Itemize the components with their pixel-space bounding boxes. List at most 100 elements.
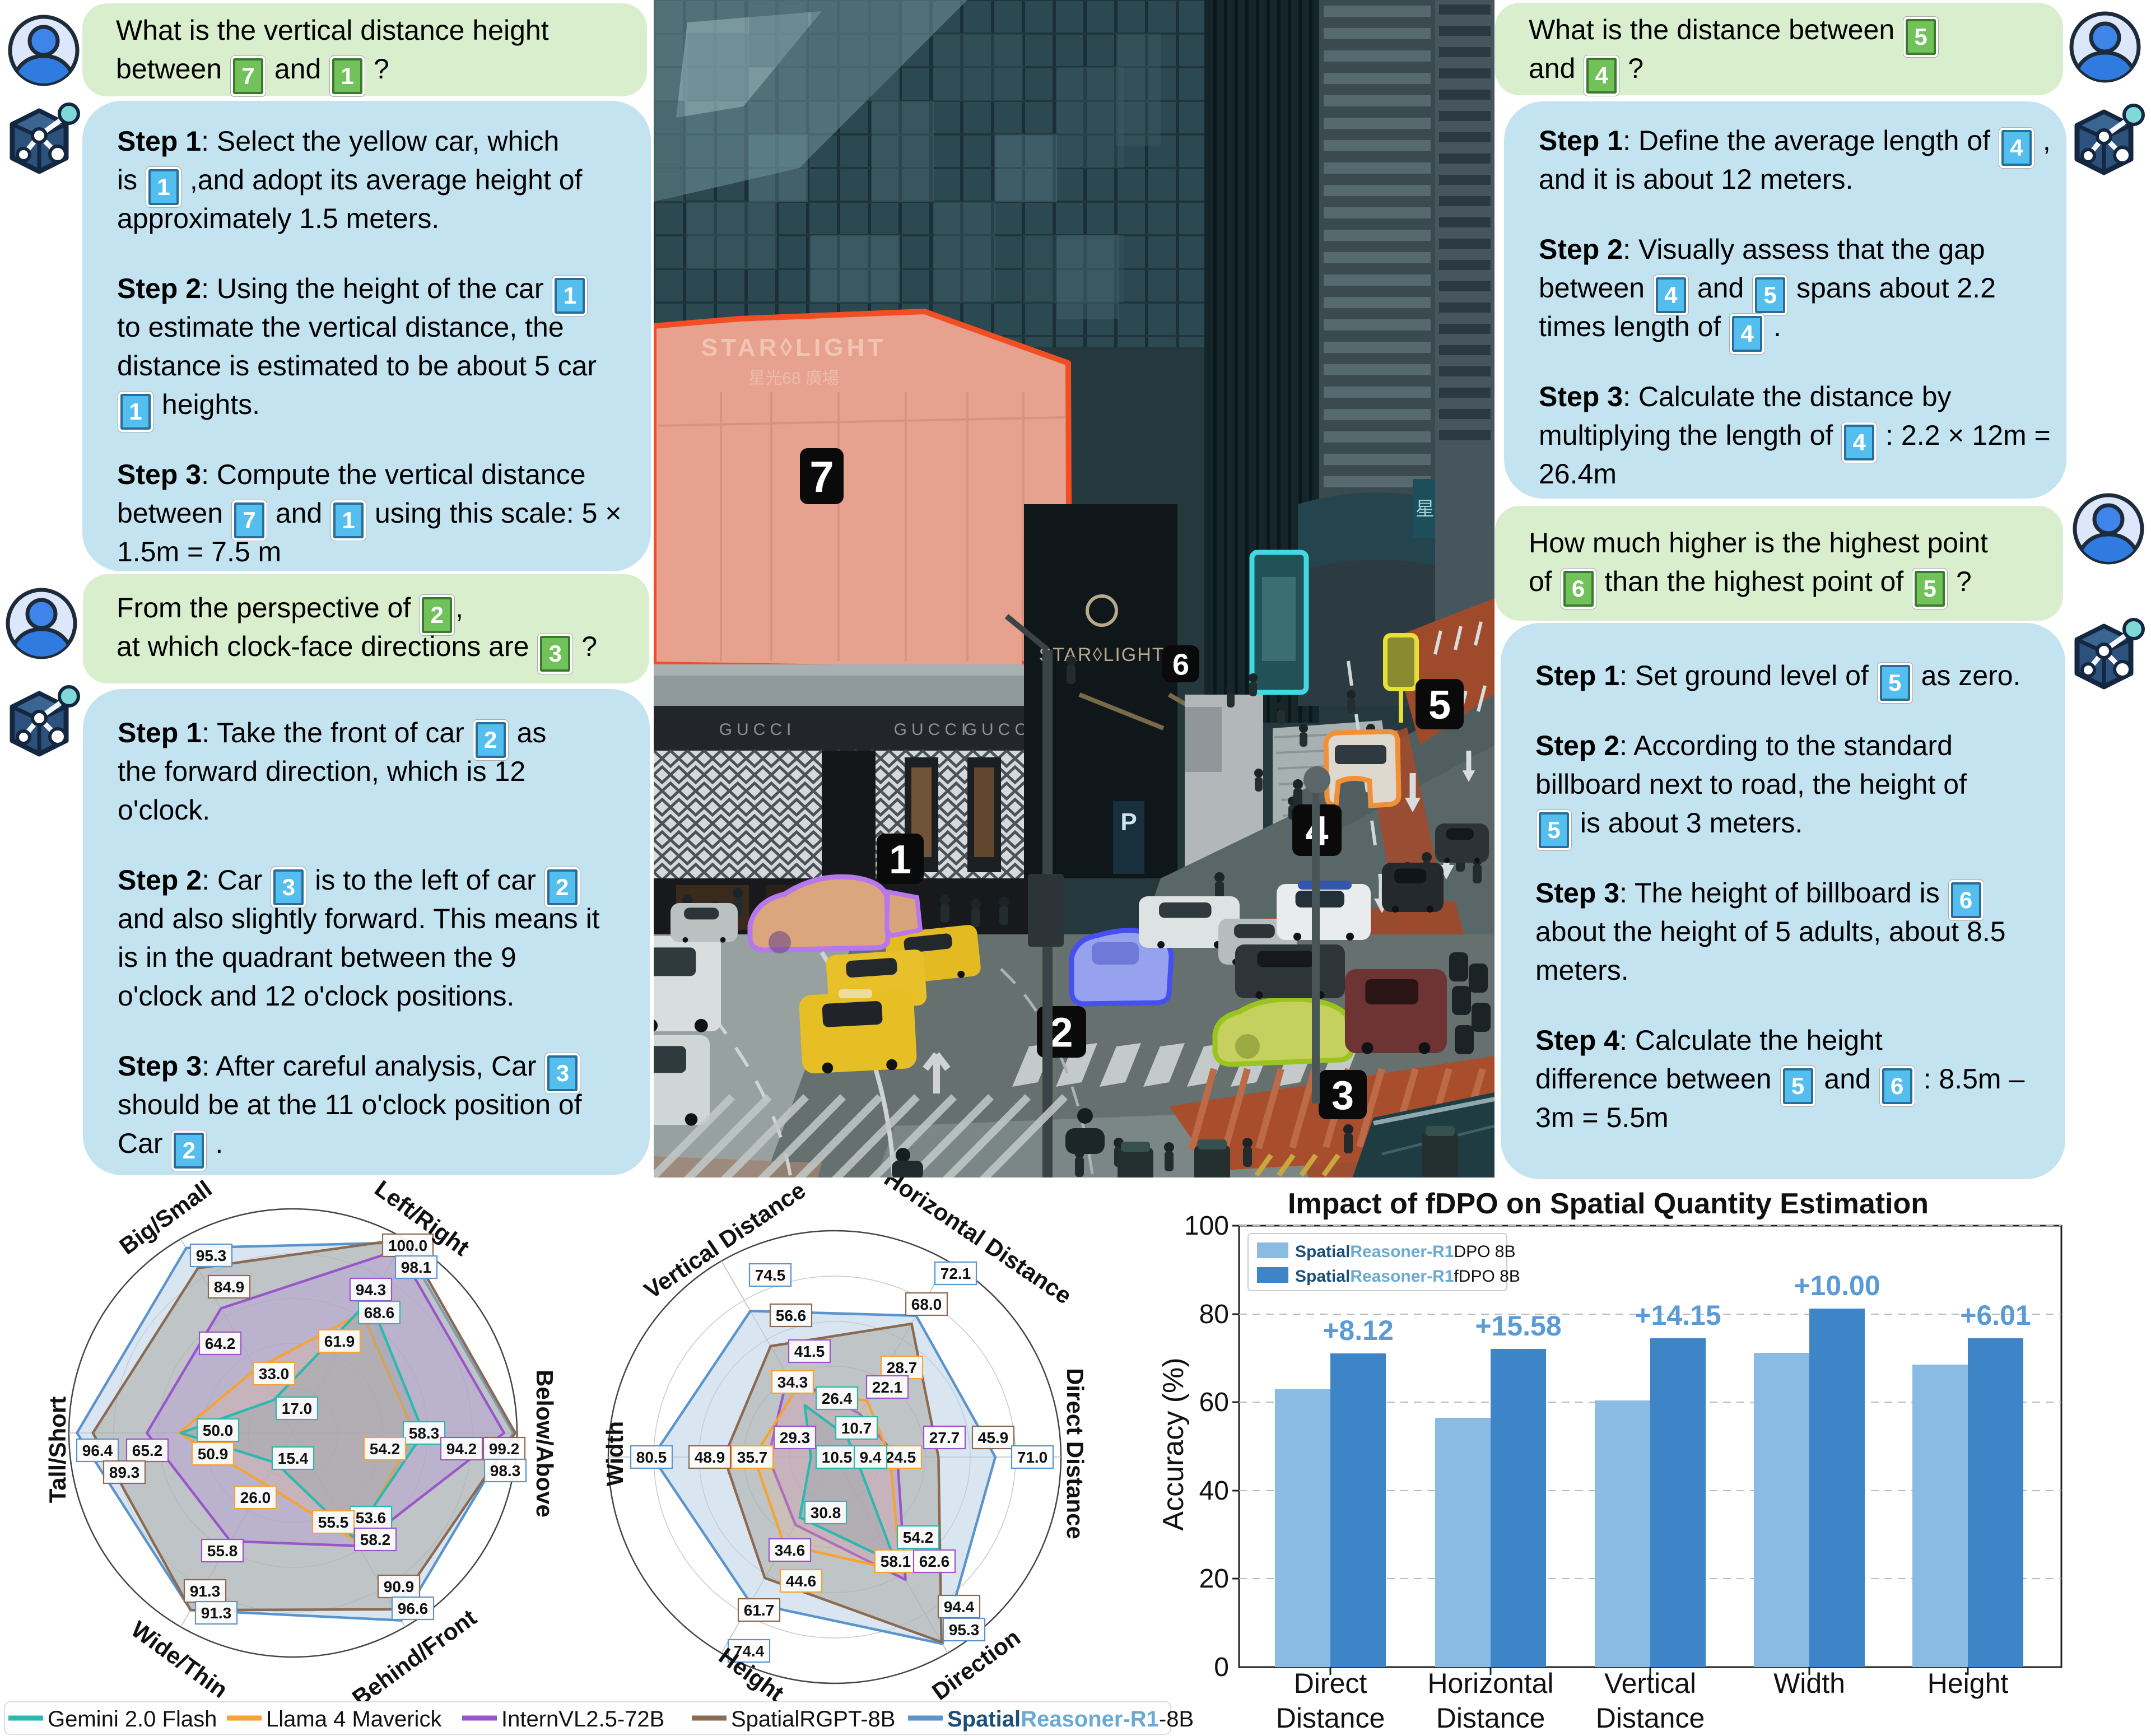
svg-text:Accuracy (%): Accuracy (%): [1157, 1357, 1190, 1530]
svg-text:Gemini 2.0 Flash: Gemini 2.0 Flash: [48, 1707, 217, 1732]
svg-text:56.6: 56.6: [776, 1307, 807, 1324]
svg-text:98.1: 98.1: [401, 1259, 432, 1276]
svg-text:50.0: 50.0: [203, 1422, 234, 1439]
svg-text:Tall/Short: Tall/Short: [44, 1397, 71, 1504]
svg-text:Direct: Direct: [1294, 1668, 1367, 1699]
svg-text:99.2: 99.2: [489, 1440, 520, 1458]
svg-text:17.0: 17.0: [282, 1400, 313, 1417]
svg-text:48.9: 48.9: [695, 1449, 725, 1466]
svg-text:20: 20: [1199, 1564, 1229, 1594]
svg-text:72.1: 72.1: [941, 1265, 971, 1282]
svg-text:+10.00: +10.00: [1794, 1270, 1880, 1301]
svg-text:74.4: 74.4: [734, 1642, 765, 1660]
svg-text:84.9: 84.9: [214, 1278, 245, 1296]
svg-text:STAR◊LIGHT: STAR◊LIGHT: [1039, 644, 1165, 665]
svg-text:61.7: 61.7: [744, 1602, 775, 1619]
svg-text:64.2: 64.2: [205, 1335, 236, 1352]
svg-text:P: P: [1120, 808, 1137, 836]
svg-text:2: 2: [1050, 1009, 1073, 1056]
svg-text:Wide/Thin: Wide/Thin: [127, 1616, 233, 1703]
svg-text:SpatialReasoner-R1fDPO 8B: SpatialReasoner-R1fDPO 8B: [1295, 1267, 1520, 1286]
svg-text:53.6: 53.6: [356, 1509, 387, 1526]
svg-text:100: 100: [1184, 1211, 1229, 1241]
svg-text:95.3: 95.3: [949, 1621, 980, 1639]
svg-text:Behind/Front: Behind/Front: [347, 1604, 481, 1711]
svg-text:GUCCI: GUCCI: [719, 720, 796, 739]
svg-text:95.3: 95.3: [196, 1247, 227, 1264]
svg-text:SpatialReasoner-R1-8B: SpatialReasoner-R1-8B: [947, 1707, 1194, 1732]
svg-text:54.2: 54.2: [903, 1529, 934, 1546]
svg-text:+14.15: +14.15: [1635, 1300, 1721, 1331]
svg-text:Llama 4 Maverick: Llama 4 Maverick: [266, 1707, 442, 1732]
svg-text:80: 80: [1199, 1300, 1229, 1329]
svg-text:24.5: 24.5: [886, 1449, 916, 1466]
svg-text:44.6: 44.6: [786, 1572, 817, 1590]
svg-text:Below/Above: Below/Above: [532, 1370, 558, 1518]
svg-text:+15.58: +15.58: [1475, 1310, 1561, 1342]
svg-text:98.3: 98.3: [490, 1462, 521, 1479]
svg-text:58.3: 58.3: [409, 1425, 440, 1442]
svg-text:58.1: 58.1: [881, 1553, 911, 1570]
svg-text:61.9: 61.9: [324, 1333, 355, 1350]
svg-text:Vertical: Vertical: [1604, 1668, 1696, 1699]
svg-text:7: 7: [809, 452, 834, 501]
svg-text:45.9: 45.9: [978, 1429, 1009, 1446]
svg-text:94.3: 94.3: [356, 1281, 387, 1298]
svg-text:10.7: 10.7: [841, 1419, 872, 1437]
svg-text:68.6: 68.6: [364, 1304, 395, 1321]
svg-text:GUCCI: GUCCI: [964, 720, 1041, 739]
svg-text:Direct Distance: Direct Distance: [1062, 1368, 1088, 1539]
svg-text:+6.01: +6.01: [1960, 1300, 2031, 1331]
svg-text:58.2: 58.2: [360, 1531, 391, 1548]
svg-text:96.4: 96.4: [82, 1442, 113, 1459]
svg-text:74.5: 74.5: [755, 1267, 786, 1284]
svg-text:30.8: 30.8: [811, 1504, 841, 1521]
svg-text:40: 40: [1199, 1476, 1229, 1506]
svg-text:Distance: Distance: [1436, 1702, 1545, 1734]
svg-text:Height: Height: [1927, 1668, 2009, 1699]
svg-text:55.8: 55.8: [207, 1542, 238, 1560]
svg-text:55.5: 55.5: [318, 1514, 349, 1531]
svg-text:Horizontal: Horizontal: [1427, 1668, 1553, 1699]
svg-text:34.6: 34.6: [775, 1542, 806, 1559]
svg-text:41.5: 41.5: [794, 1343, 825, 1360]
svg-text:GUCCI: GUCCI: [894, 720, 971, 739]
svg-text:Distance: Distance: [1596, 1702, 1705, 1734]
svg-text:68.0: 68.0: [911, 1296, 942, 1313]
svg-text:29.3: 29.3: [780, 1429, 811, 1446]
svg-text:22.1: 22.1: [872, 1379, 903, 1396]
svg-text:Width: Width: [602, 1421, 628, 1486]
svg-text:60: 60: [1199, 1388, 1229, 1417]
svg-text:91.3: 91.3: [201, 1604, 232, 1622]
svg-text:34.3: 34.3: [777, 1374, 808, 1391]
svg-text:80.5: 80.5: [636, 1449, 667, 1466]
svg-text:星光68 廣場: 星光68 廣場: [748, 369, 839, 388]
svg-text:26.4: 26.4: [822, 1390, 853, 1407]
svg-text:0: 0: [1214, 1653, 1229, 1682]
svg-text:STAR◊LIGHT: STAR◊LIGHT: [701, 334, 886, 361]
svg-text:33.0: 33.0: [259, 1365, 290, 1383]
svg-text:Distance: Distance: [1276, 1702, 1385, 1734]
svg-text:Width: Width: [1773, 1668, 1845, 1699]
svg-text:15.4: 15.4: [278, 1450, 309, 1467]
svg-text:9.4: 9.4: [860, 1449, 882, 1466]
svg-text:89.3: 89.3: [109, 1464, 140, 1481]
svg-text:50.9: 50.9: [198, 1445, 229, 1463]
svg-text:Impact of fDPO on Spatial Quan: Impact of fDPO on Spatial Quantity Estim…: [1288, 1188, 1929, 1220]
svg-text:10.5: 10.5: [822, 1449, 853, 1466]
svg-text:62.6: 62.6: [919, 1553, 950, 1570]
svg-text:65.2: 65.2: [132, 1442, 163, 1459]
svg-text:27.7: 27.7: [929, 1429, 960, 1446]
svg-text:26.0: 26.0: [240, 1489, 271, 1506]
svg-text:94.2: 94.2: [446, 1440, 477, 1458]
svg-text:5: 5: [1428, 683, 1451, 728]
svg-text:28.7: 28.7: [887, 1359, 918, 1376]
svg-text:94.4: 94.4: [944, 1598, 975, 1616]
svg-text:InternVL2.5-72B: InternVL2.5-72B: [501, 1707, 664, 1732]
svg-text:71.0: 71.0: [1017, 1449, 1048, 1466]
svg-text:3: 3: [1331, 1073, 1354, 1118]
svg-text:SpatialRGPT-8B: SpatialRGPT-8B: [731, 1707, 895, 1732]
svg-text:35.7: 35.7: [737, 1449, 768, 1466]
svg-text:91.3: 91.3: [190, 1583, 221, 1600]
svg-text:90.9: 90.9: [384, 1578, 415, 1595]
